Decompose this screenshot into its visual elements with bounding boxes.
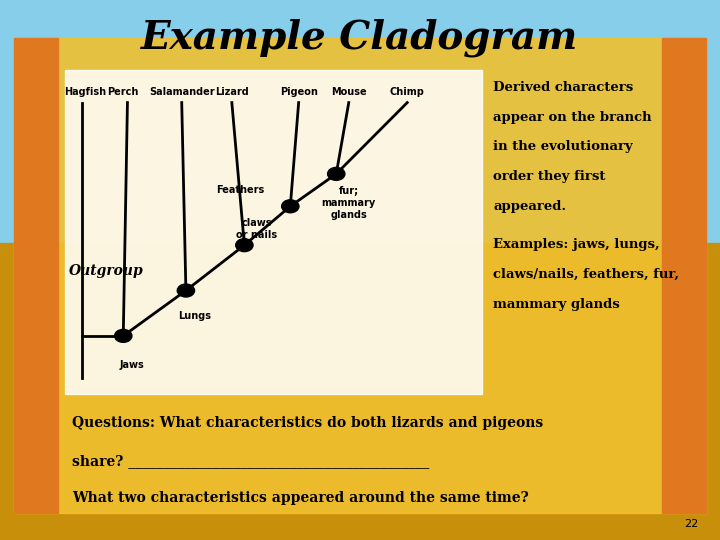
Text: Examples: jaws, lungs,: Examples: jaws, lungs,	[493, 239, 660, 252]
Bar	[0, 0, 720, 243]
Circle shape	[328, 167, 345, 180]
Text: share? ___________________________________________: share? _________________________________…	[72, 454, 429, 468]
Text: Questions: What characteristics do both lizards and pigeons: Questions: What characteristics do both …	[72, 416, 544, 430]
Text: mammary glands: mammary glands	[493, 298, 620, 311]
Text: order they first: order they first	[493, 170, 606, 183]
Text: Salamander: Salamander	[149, 87, 215, 97]
Circle shape	[282, 200, 299, 213]
Bar	[14, 38, 706, 513]
Text: Pigeon: Pigeon	[279, 87, 318, 97]
Text: claws/nails, feathers, fur,: claws/nails, feathers, fur,	[493, 268, 679, 281]
Bar	[0, 243, 720, 540]
Text: Feathers: Feathers	[216, 185, 264, 195]
Text: Hagfish: Hagfish	[65, 87, 107, 97]
Text: 22: 22	[684, 519, 698, 529]
Text: Outgroup: Outgroup	[69, 264, 144, 278]
Bar	[662, 38, 706, 513]
Bar	[65, 70, 482, 394]
Text: What two characteristics appeared around the same time?: What two characteristics appeared around…	[72, 491, 528, 505]
Text: fur;
mammary
glands: fur; mammary glands	[322, 186, 376, 220]
Circle shape	[177, 284, 194, 297]
Text: appear on the branch: appear on the branch	[493, 111, 652, 124]
Text: Chimp: Chimp	[390, 87, 425, 97]
Circle shape	[114, 329, 132, 342]
Text: Lizard: Lizard	[215, 87, 248, 97]
Circle shape	[235, 239, 253, 252]
Text: appeared.: appeared.	[493, 200, 567, 213]
Text: Perch: Perch	[107, 87, 139, 97]
Text: claws
or nails: claws or nails	[236, 218, 277, 240]
Text: Lungs: Lungs	[178, 312, 211, 321]
Text: Derived characters: Derived characters	[493, 81, 634, 94]
Text: Jaws: Jaws	[120, 360, 144, 370]
Text: Example Cladogram: Example Cladogram	[141, 18, 579, 57]
Text: Mouse: Mouse	[331, 87, 366, 97]
Bar	[14, 38, 58, 513]
Text: in the evolutionary: in the evolutionary	[493, 140, 633, 153]
